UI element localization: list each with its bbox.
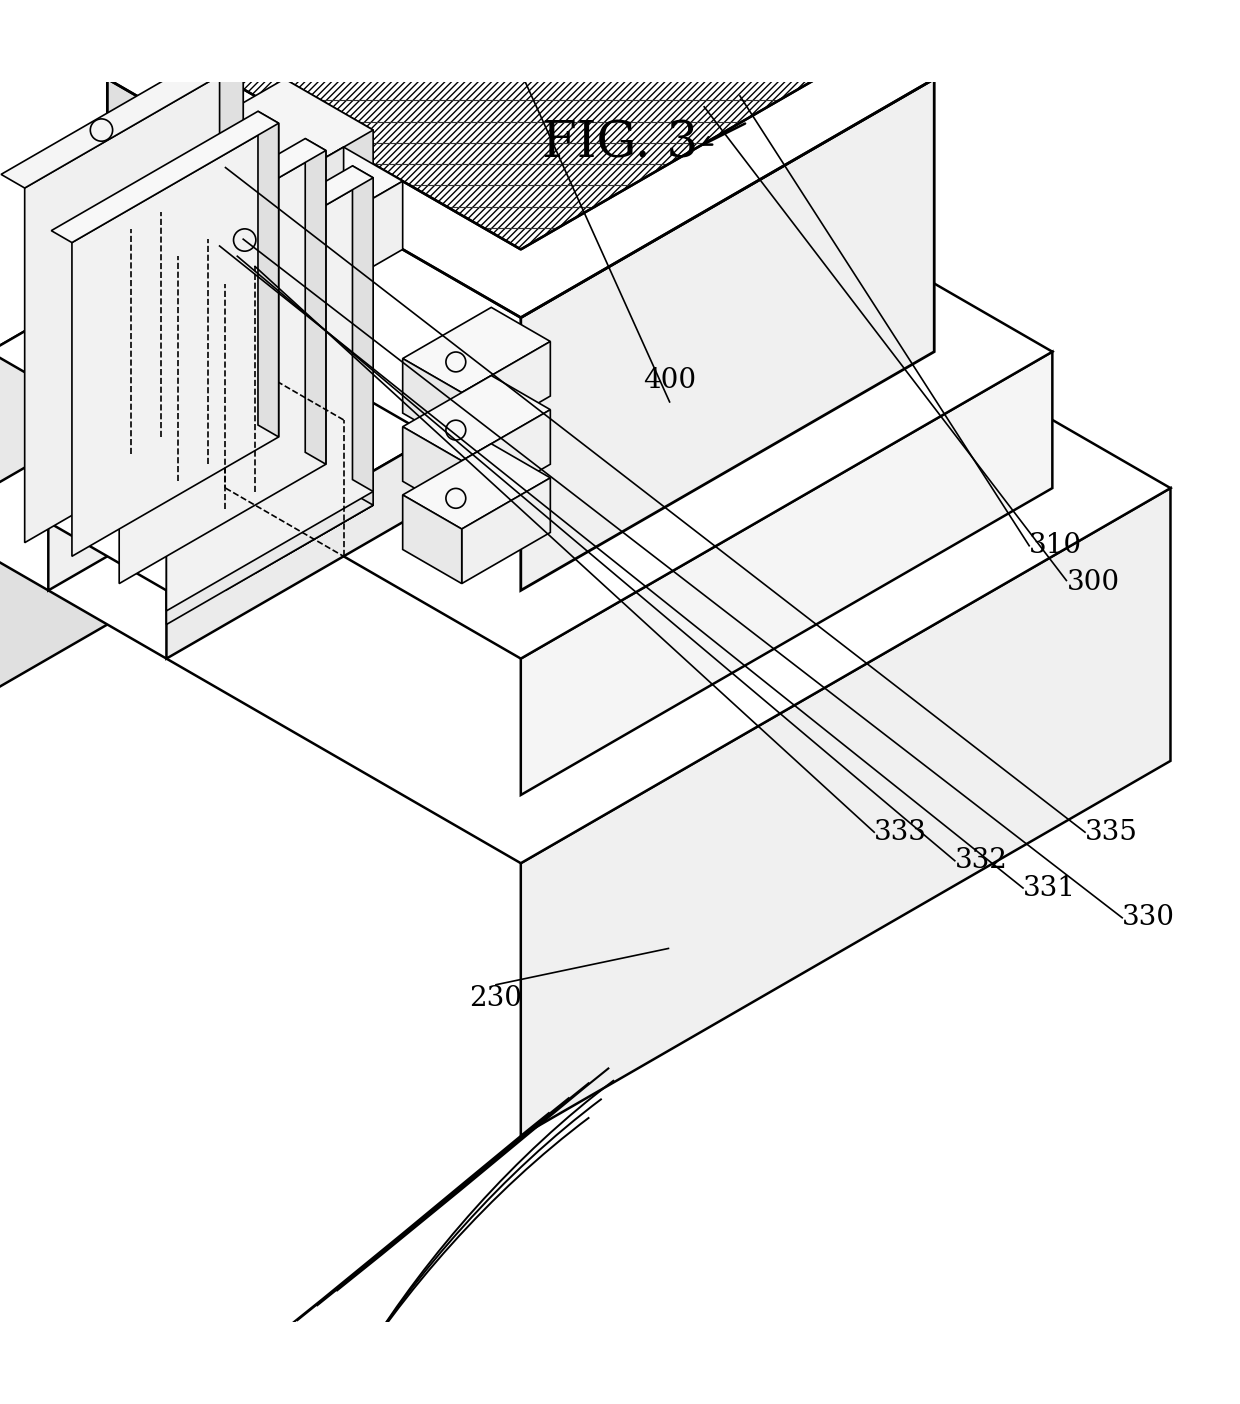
Polygon shape (98, 139, 326, 270)
Polygon shape (314, 131, 373, 505)
Polygon shape (51, 111, 279, 243)
Polygon shape (72, 124, 279, 556)
Text: 332: 332 (955, 847, 1008, 875)
Polygon shape (521, 489, 1171, 1136)
Polygon shape (461, 410, 551, 515)
Polygon shape (255, 215, 373, 284)
Polygon shape (0, 45, 1053, 658)
Polygon shape (343, 215, 373, 505)
Polygon shape (403, 496, 461, 584)
Polygon shape (166, 437, 433, 658)
Polygon shape (284, 79, 373, 505)
Polygon shape (196, 181, 403, 369)
Text: 331: 331 (1023, 875, 1076, 901)
Polygon shape (136, 147, 343, 334)
Polygon shape (305, 139, 326, 465)
Polygon shape (48, 369, 314, 591)
Polygon shape (284, 232, 373, 556)
Polygon shape (219, 48, 243, 417)
Polygon shape (166, 178, 373, 611)
Text: FIG. 3: FIG. 3 (542, 119, 698, 168)
Polygon shape (0, 112, 1171, 863)
Polygon shape (0, 112, 521, 761)
Polygon shape (403, 444, 551, 529)
Polygon shape (521, 0, 609, 38)
Polygon shape (0, 45, 521, 489)
Polygon shape (119, 150, 326, 584)
Text: 400: 400 (644, 368, 696, 395)
Text: 333: 333 (874, 819, 928, 845)
Polygon shape (1, 48, 243, 188)
Text: 330: 330 (1122, 904, 1176, 931)
Polygon shape (258, 111, 279, 437)
Polygon shape (226, 164, 373, 591)
Polygon shape (403, 307, 551, 393)
Polygon shape (108, 0, 521, 351)
Polygon shape (403, 427, 461, 515)
Polygon shape (461, 477, 551, 584)
Polygon shape (213, 174, 373, 267)
Text: 310: 310 (1029, 532, 1083, 559)
Polygon shape (403, 376, 551, 461)
Polygon shape (609, 0, 668, 21)
Polygon shape (48, 369, 433, 591)
Polygon shape (403, 358, 461, 448)
Polygon shape (166, 131, 373, 250)
Polygon shape (352, 166, 373, 491)
Polygon shape (166, 131, 373, 625)
Text: 300: 300 (1066, 570, 1120, 597)
Text: 335: 335 (1085, 819, 1138, 845)
Text: 230: 230 (470, 984, 522, 1012)
Polygon shape (521, 0, 668, 17)
Polygon shape (332, 174, 373, 505)
Polygon shape (146, 166, 373, 298)
Polygon shape (108, 0, 934, 317)
Polygon shape (521, 79, 934, 591)
Polygon shape (136, 147, 403, 300)
Polygon shape (78, 79, 373, 250)
Polygon shape (521, 351, 1053, 795)
Polygon shape (461, 341, 551, 448)
Polygon shape (255, 198, 373, 573)
Polygon shape (25, 62, 243, 543)
Polygon shape (226, 0, 816, 250)
